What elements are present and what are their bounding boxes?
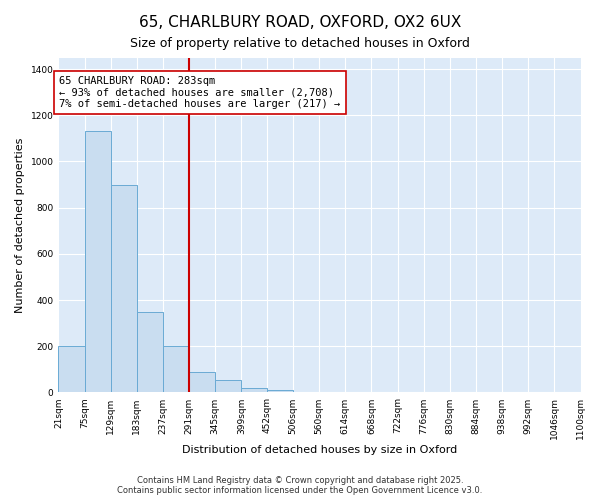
Bar	[215, 380, 241, 392]
Bar	[241, 388, 268, 392]
X-axis label: Distribution of detached houses by size in Oxford: Distribution of detached houses by size …	[182, 445, 457, 455]
Y-axis label: Number of detached properties: Number of detached properties	[15, 138, 25, 312]
Text: Contains HM Land Registry data © Crown copyright and database right 2025.
Contai: Contains HM Land Registry data © Crown c…	[118, 476, 482, 495]
Text: Size of property relative to detached houses in Oxford: Size of property relative to detached ho…	[130, 38, 470, 51]
Bar	[58, 346, 85, 393]
Bar	[137, 312, 163, 392]
Text: 65, CHARLBURY ROAD, OXFORD, OX2 6UX: 65, CHARLBURY ROAD, OXFORD, OX2 6UX	[139, 15, 461, 30]
Bar	[163, 346, 189, 393]
Text: 65 CHARLBURY ROAD: 283sqm
← 93% of detached houses are smaller (2,708)
7% of sem: 65 CHARLBURY ROAD: 283sqm ← 93% of detac…	[59, 76, 341, 109]
Bar	[110, 184, 137, 392]
Bar	[267, 390, 293, 392]
Bar	[85, 132, 110, 392]
Bar	[189, 372, 215, 392]
